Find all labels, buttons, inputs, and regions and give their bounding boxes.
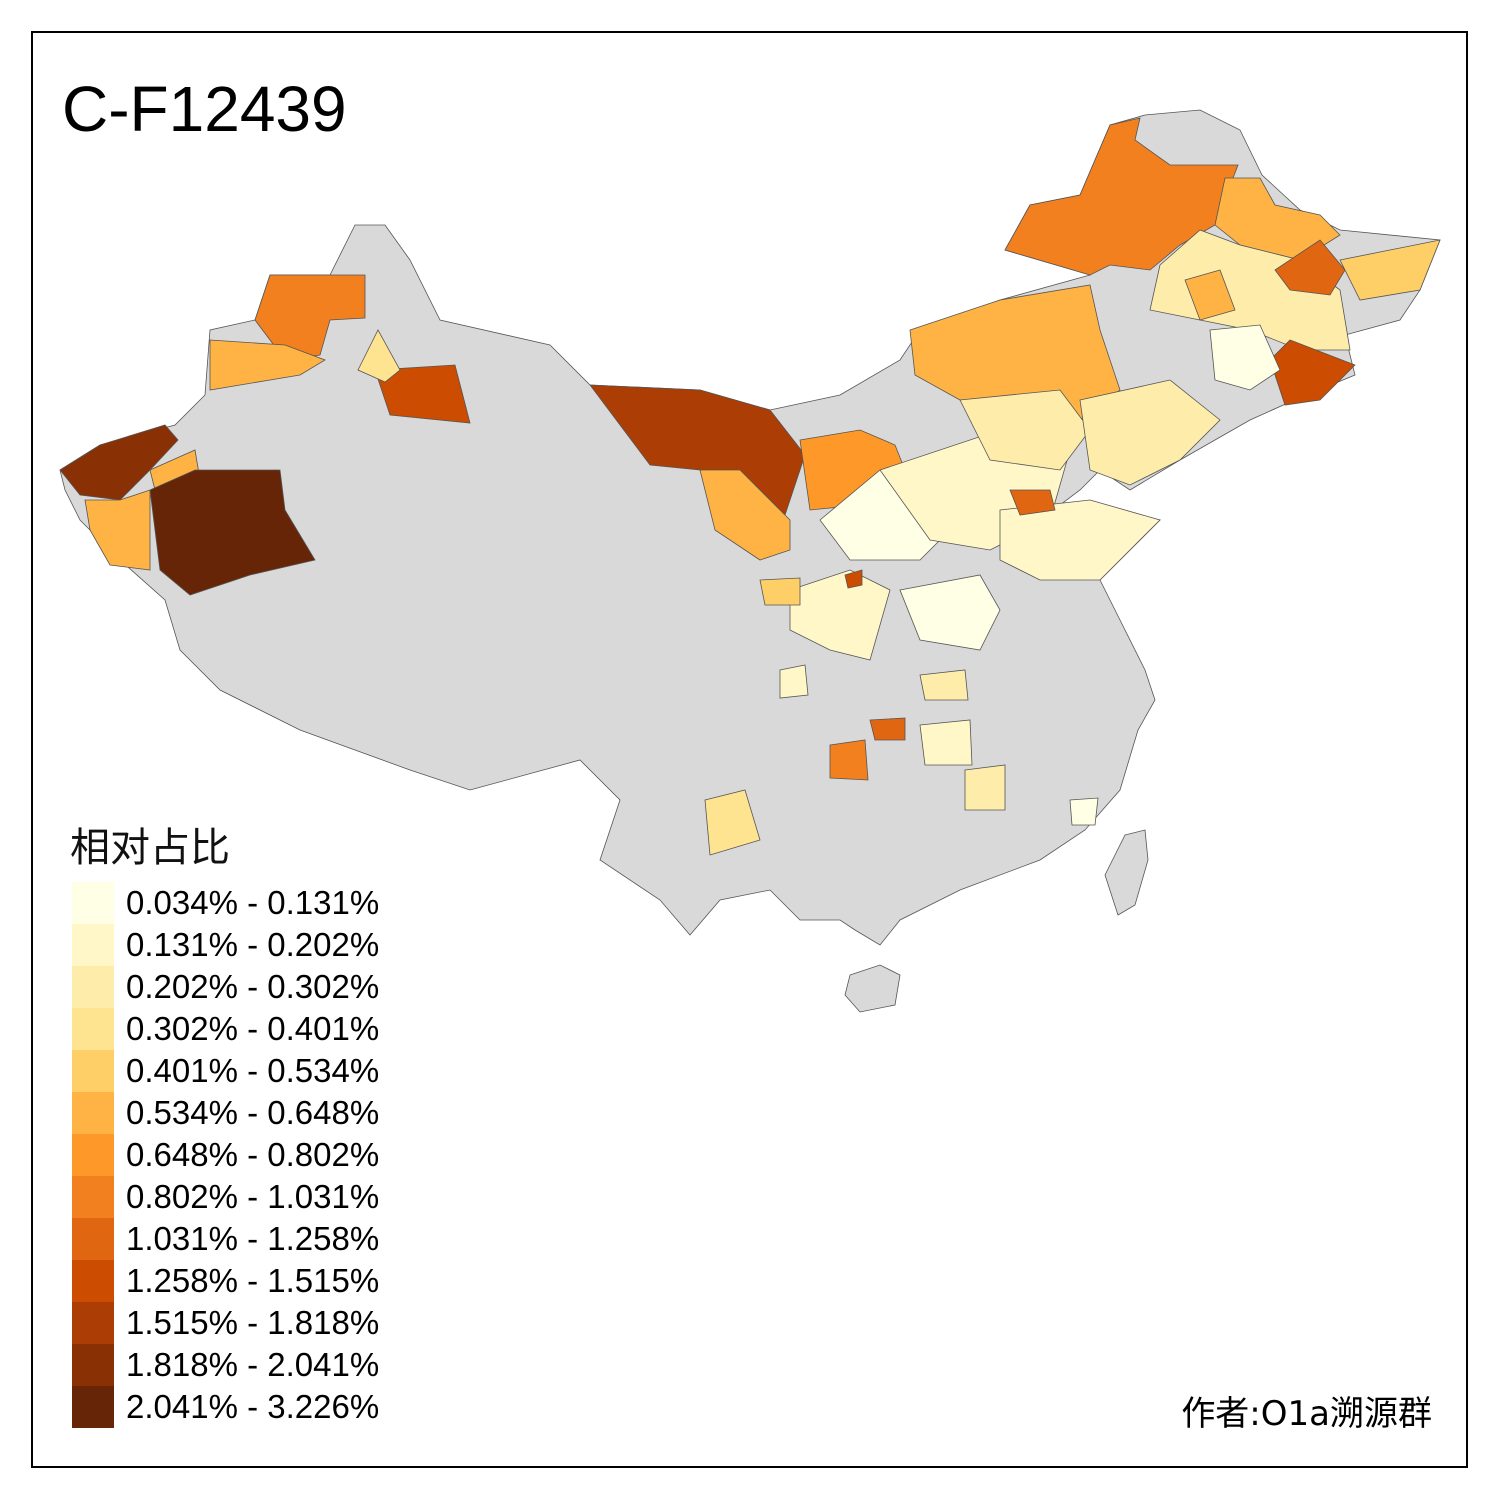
legend-swatch xyxy=(72,966,114,1008)
map-region xyxy=(704,789,761,856)
legend-swatch xyxy=(72,924,114,966)
legend-item: 1.818% - 2.041% xyxy=(72,1344,379,1386)
legend: 0.034% - 0.131% 0.131% - 0.202% 0.202% - 0… xyxy=(72,882,379,1428)
legend-label: 0.034% - 0.131% xyxy=(126,884,380,921)
map-region xyxy=(899,574,1001,651)
legend-label: 1.258% - 1.515% xyxy=(126,1262,380,1299)
legend-item: 0.534% - 0.648% xyxy=(72,1092,379,1134)
legend-swatch xyxy=(72,882,114,924)
map-region xyxy=(779,664,809,699)
map-region xyxy=(1184,269,1236,321)
map-region xyxy=(999,499,1161,581)
legend-item: 0.401% - 0.534% xyxy=(72,1050,379,1092)
map-region xyxy=(699,469,791,561)
legend-label: 0.802% - 1.031% xyxy=(126,1178,380,1215)
legend-label: 0.131% - 0.202% xyxy=(126,926,380,963)
map-region xyxy=(149,469,316,596)
legend-label: 1.818% - 2.041% xyxy=(126,1346,380,1383)
legend-item: 0.302% - 0.401% xyxy=(72,1008,379,1050)
map-region xyxy=(959,389,1091,471)
map-region xyxy=(869,717,906,741)
map-region xyxy=(357,329,401,383)
map-region xyxy=(1209,324,1281,391)
map-region xyxy=(759,577,801,606)
legend-label: 1.031% - 1.258% xyxy=(126,1220,380,1257)
map-title: C-F12439 xyxy=(62,73,347,145)
map-region xyxy=(789,569,891,661)
map-region xyxy=(964,764,1006,811)
map-region xyxy=(1004,117,1239,276)
legend-label: 0.648% - 0.802% xyxy=(126,1136,380,1173)
map-region xyxy=(1274,239,1346,296)
map-region xyxy=(919,719,973,766)
author-credit: 作者:O1a溯源群 xyxy=(1181,1394,1432,1434)
legend-title: 相对占比 xyxy=(70,825,230,871)
legend-swatch xyxy=(72,1176,114,1218)
map-region xyxy=(374,364,471,424)
legend-item: 0.034% - 0.131% xyxy=(72,882,379,924)
map-region xyxy=(919,669,969,701)
map-region xyxy=(1079,379,1221,486)
legend-label: 1.515% - 1.818% xyxy=(126,1304,380,1341)
legend-label: 0.302% - 0.401% xyxy=(126,1010,380,1047)
map-region xyxy=(1069,797,1099,826)
legend-swatch xyxy=(72,1050,114,1092)
map-region xyxy=(84,489,151,571)
legend-item: 0.202% - 0.302% xyxy=(72,966,379,1008)
legend-item: 0.648% - 0.802% xyxy=(72,1134,379,1176)
legend-label: 0.202% - 0.302% xyxy=(126,968,380,1005)
legend-swatch xyxy=(72,1344,114,1386)
map-region xyxy=(844,569,863,589)
legend-swatch xyxy=(72,1260,114,1302)
map-region xyxy=(59,424,179,501)
legend-swatch xyxy=(72,1386,114,1428)
legend-label: 0.401% - 0.534% xyxy=(126,1052,380,1089)
hainan-region xyxy=(844,964,901,1013)
legend-swatch xyxy=(72,1302,114,1344)
map-region xyxy=(1339,239,1441,301)
legend-item: 1.515% - 1.818% xyxy=(72,1302,379,1344)
legend-item: 2.041% - 3.226% xyxy=(72,1386,379,1428)
legend-label: 2.041% - 3.226% xyxy=(126,1388,380,1425)
legend-swatch xyxy=(72,1008,114,1050)
legend-label: 0.534% - 0.648% xyxy=(126,1094,380,1131)
map-frame xyxy=(31,31,1468,1468)
legend-swatch xyxy=(72,1218,114,1260)
legend-item: 1.031% - 1.258% xyxy=(72,1218,379,1260)
map-region xyxy=(1269,339,1356,406)
legend-item: 0.131% - 0.202% xyxy=(72,924,379,966)
map-region xyxy=(829,739,869,781)
legend-item: 0.802% - 1.031% xyxy=(72,1176,379,1218)
map-region xyxy=(1009,489,1056,516)
legend-swatch xyxy=(72,1134,114,1176)
map-region xyxy=(209,339,326,391)
legend-item: 1.258% - 1.515% xyxy=(72,1260,379,1302)
taiwan-region xyxy=(1104,829,1149,916)
legend-swatch xyxy=(72,1092,114,1134)
